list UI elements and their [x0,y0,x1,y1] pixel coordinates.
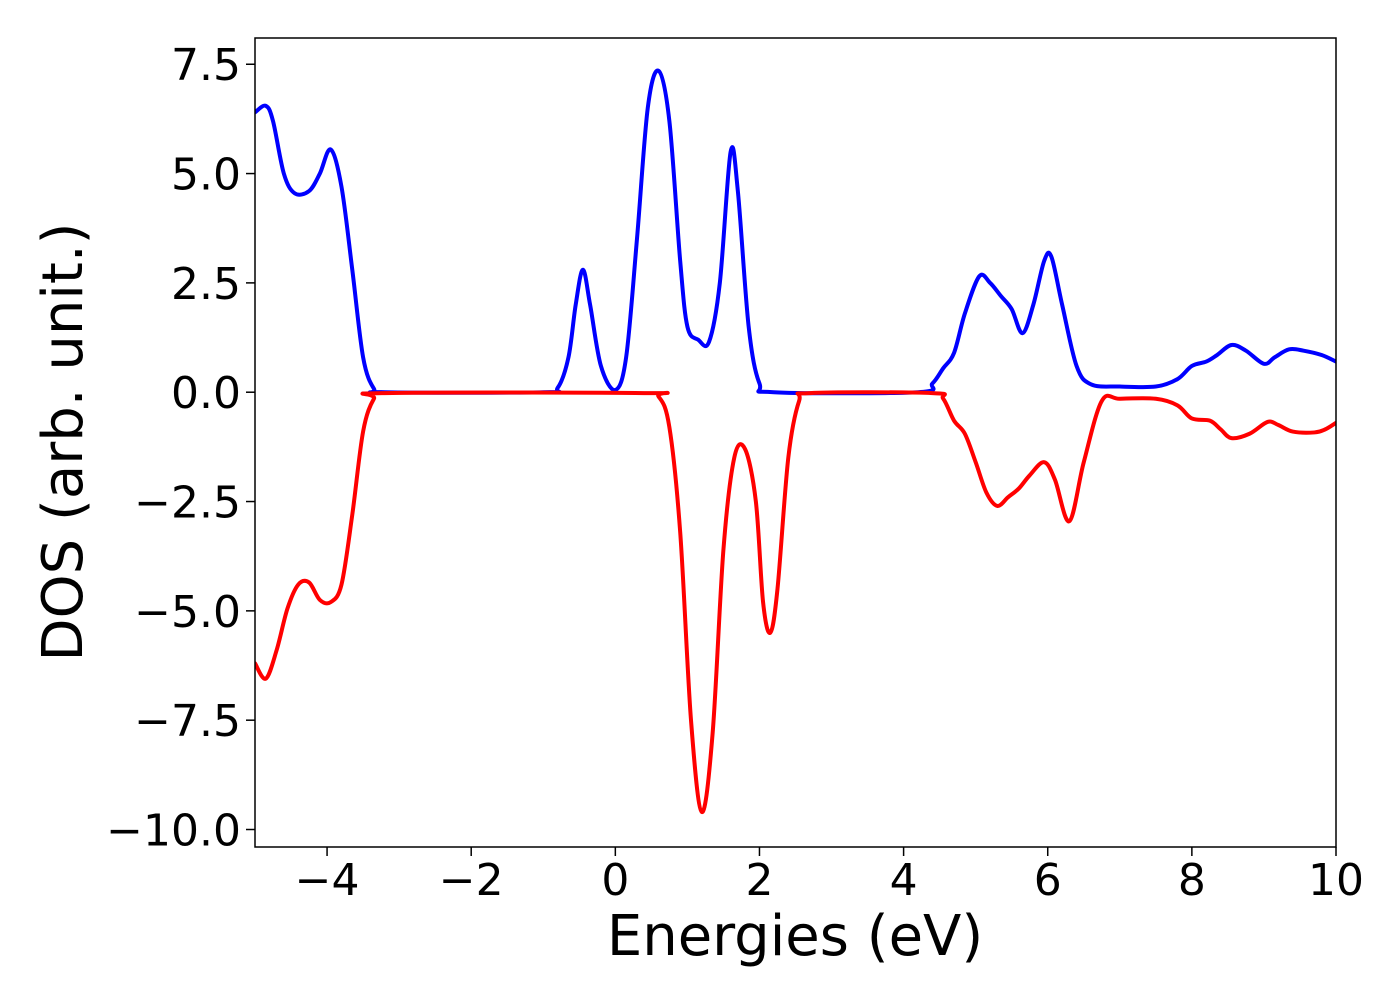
x-tick-label: 10 [1308,855,1364,906]
y-tick-label: 0.0 [171,368,241,419]
x-tick-label: −2 [439,855,504,906]
y-axis-label: DOS (arb. unit.) [31,222,96,661]
x-tick-label: 0 [601,855,629,906]
y-tick-label: −2.5 [134,478,241,529]
x-tick-label: 6 [1034,855,1062,906]
x-axis-ticks: −4 −2 0 2 4 6 8 10 [295,847,1364,906]
plot-border [254,37,1337,848]
x-tick-label: −4 [295,855,360,906]
y-tick-label: 2.5 [171,259,241,310]
series-layer [255,68,1336,815]
x-axis-label: Energies (eV) [607,904,983,969]
x-tick-label: 4 [890,855,918,906]
y-tick-label: −7.5 [134,696,241,747]
y-tick-label: −5.0 [134,587,241,638]
plot-frame [254,37,1337,848]
x-tick-label: 8 [1178,855,1206,906]
y-tick-label: −10.0 [106,806,241,857]
x-tick-label: 2 [745,855,773,906]
series-line-2 [255,390,1336,815]
y-tick-label: 7.5 [171,40,241,91]
series-line-1 [255,68,1336,396]
y-axis-ticks: −10.0 −7.5 −5.0 −2.5 0.0 2.5 5.0 7.5 [106,40,255,857]
y-tick-label: 5.0 [171,150,241,201]
